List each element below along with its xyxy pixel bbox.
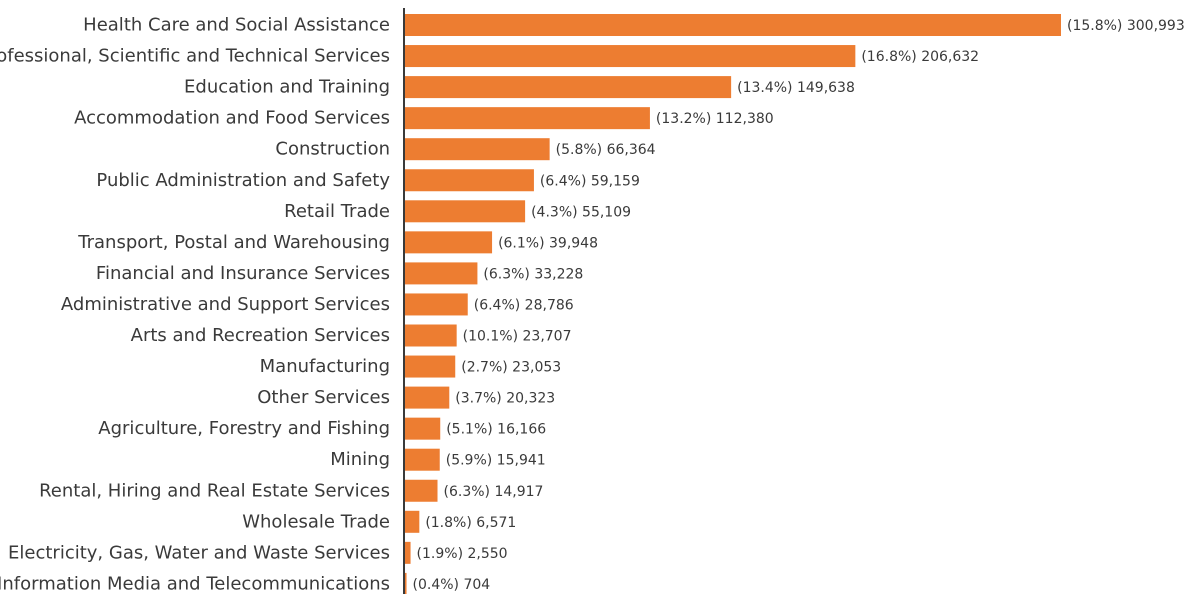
value-label: (13.4%) 149,638	[737, 80, 855, 96]
value-label: (6.4%) 28,786	[474, 297, 574, 313]
value-label: (3.7%) 20,323	[455, 391, 555, 407]
value-label: (5.9%) 15,941	[446, 453, 546, 469]
category-label: Transport, Postal and Warehousing	[77, 232, 390, 253]
value-label: (6.3%) 33,228	[483, 266, 583, 282]
bar	[405, 262, 478, 285]
bar	[405, 324, 457, 347]
value-label: (16.8%) 206,632	[861, 49, 979, 65]
category-label: Agriculture, Forestry and Fishing	[98, 418, 390, 439]
category-label: Mining	[330, 449, 390, 470]
bar	[405, 107, 650, 130]
value-label: (0.4%) 704	[413, 577, 491, 593]
category-label: Construction	[275, 139, 390, 160]
value-label: (2.7%) 23,053	[461, 360, 561, 376]
bar	[405, 448, 440, 471]
bar	[405, 200, 526, 223]
bar	[405, 479, 438, 502]
bar	[405, 510, 420, 533]
category-label: Wholesale Trade	[242, 511, 390, 532]
category-label: Manufacturing	[260, 356, 390, 377]
category-label: Public Administration and Safety	[96, 170, 390, 191]
value-label: (15.8%) 300,993	[1067, 18, 1185, 34]
value-label: (6.3%) 14,917	[444, 484, 544, 500]
bar	[405, 386, 450, 409]
value-labels: (15.8%) 300,993 (16.8%) 206,632 (13.4%) 14…	[413, 18, 1185, 593]
category-label: Accommodation and Food Services	[74, 108, 390, 129]
category-label: Rental, Hiring and Real Estate Services	[39, 480, 390, 501]
category-label: Retail Trade	[284, 201, 390, 222]
value-label: (13.2%) 112,380	[656, 111, 774, 127]
value-label: (4.3%) 55,109	[531, 204, 631, 220]
bar	[405, 169, 534, 192]
bar	[405, 417, 441, 440]
bar	[405, 541, 411, 564]
bar	[405, 14, 1061, 36]
category-label: Education and Training	[184, 77, 390, 98]
bar	[405, 293, 468, 316]
category-label: Electricity, Gas, Water and Waste Servic…	[8, 542, 390, 563]
value-label: (1.9%) 2,550	[417, 546, 508, 562]
bar	[405, 45, 856, 68]
bars	[405, 14, 1061, 594]
bar	[405, 355, 456, 378]
category-label: Professional, Scientific and Technical S…	[0, 46, 390, 67]
category-labels: Health Care and Social Assistance Profess…	[0, 15, 390, 594]
bar	[405, 138, 550, 161]
category-label: Information Media and Telecommunications	[0, 573, 390, 594]
category-label: Arts and Recreation Services	[131, 325, 390, 346]
bar	[405, 231, 493, 254]
value-label: (1.8%) 6,571	[425, 515, 516, 531]
category-label: Other Services	[257, 387, 390, 408]
value-label: (6.4%) 59,159	[540, 173, 640, 189]
category-label: Health Care and Social Assistance	[83, 15, 390, 36]
category-label: Financial and Insurance Services	[96, 263, 390, 284]
bar	[405, 76, 732, 99]
value-label: (10.1%) 23,707	[463, 329, 572, 345]
value-label: (6.1%) 39,948	[498, 235, 598, 251]
value-label: (5.1%) 16,166	[446, 422, 546, 438]
bar	[405, 572, 407, 594]
value-label: (5.8%) 66,364	[556, 142, 656, 158]
category-label: Administrative and Support Services	[61, 294, 390, 315]
